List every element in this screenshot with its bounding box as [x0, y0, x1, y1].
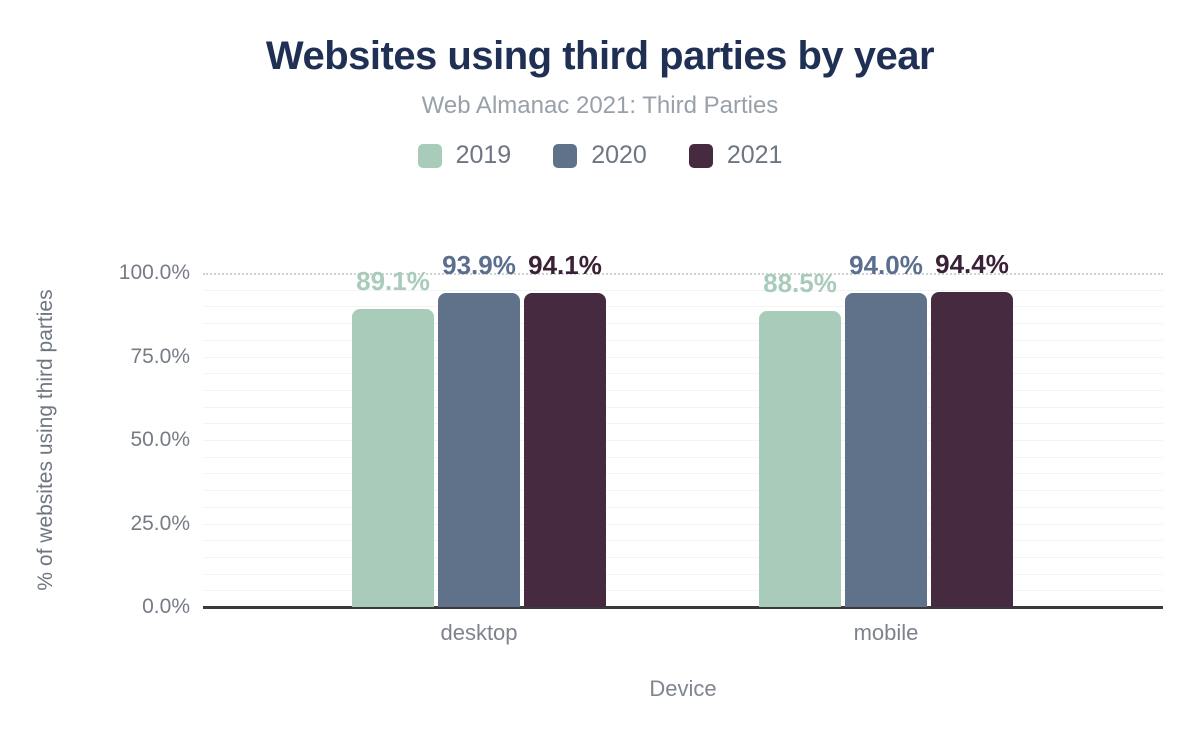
gridline-100-dotted [203, 273, 1163, 275]
chart-title: Websites using third parties by year [265, 34, 935, 78]
bar-value-label: 94.1% [528, 249, 602, 280]
bar-value-label: 89.1% [356, 266, 430, 297]
bar [438, 293, 520, 607]
gridline [203, 289, 1163, 291]
y-tick-label: 50.0% [130, 428, 190, 451]
bar-value-label: 94.0% [849, 250, 923, 281]
chart-subtitle: Web Almanac 2021: Third Parties [421, 92, 779, 119]
y-tick-label: 100.0% [118, 261, 190, 284]
gridline [203, 456, 1163, 458]
legend-label: 2020 [591, 141, 647, 169]
bar-value-label: 88.5% [763, 268, 837, 299]
legend-swatch [417, 143, 442, 168]
bar-value-label: 93.9% [442, 250, 516, 281]
y-tick-label: 75.0% [130, 344, 190, 368]
gridline [203, 506, 1163, 508]
gridline [203, 306, 1163, 308]
gridline [203, 323, 1163, 325]
bar [524, 292, 606, 607]
legend-item: 2020 [553, 141, 647, 170]
plot-area: 89.1% 93.9% 94.1% desktop 88.5% 94.0% 94.4% mob… [203, 249, 1163, 645]
x-tick-label: desktop [440, 620, 518, 645]
legend-swatch [553, 143, 578, 168]
y-tick-label: 0.0% [142, 595, 190, 618]
x-axis-title: Device [649, 676, 717, 701]
bar [352, 309, 434, 607]
bar [931, 291, 1013, 607]
gridline [203, 423, 1163, 425]
bar [759, 311, 841, 607]
legend-swatch [688, 143, 713, 168]
gridline [203, 540, 1163, 542]
gridline [203, 440, 1163, 441]
legend: 2019 2020 2021 [0, 141, 1200, 170]
legend-label: 2019 [455, 141, 512, 169]
gridline [203, 556, 1163, 558]
gridline [203, 473, 1163, 475]
legend-item: 2021 [688, 141, 783, 170]
legend-label: 2021 [726, 141, 783, 169]
gridline [203, 523, 1163, 525]
y-tick-label: 25.0% [130, 511, 190, 535]
bar [845, 293, 927, 607]
gridline [203, 373, 1163, 375]
gridline [203, 406, 1163, 408]
gridline [203, 573, 1163, 575]
bar-value-label: 94.4% [935, 248, 1009, 279]
gridline [203, 490, 1163, 492]
gridline [203, 389, 1163, 391]
x-tick-label: mobile [853, 620, 919, 645]
gridline [203, 356, 1163, 358]
gridline [203, 590, 1163, 592]
gridline [203, 339, 1163, 341]
legend-item: 2019 [417, 141, 512, 170]
x-axis-line [203, 606, 1163, 609]
